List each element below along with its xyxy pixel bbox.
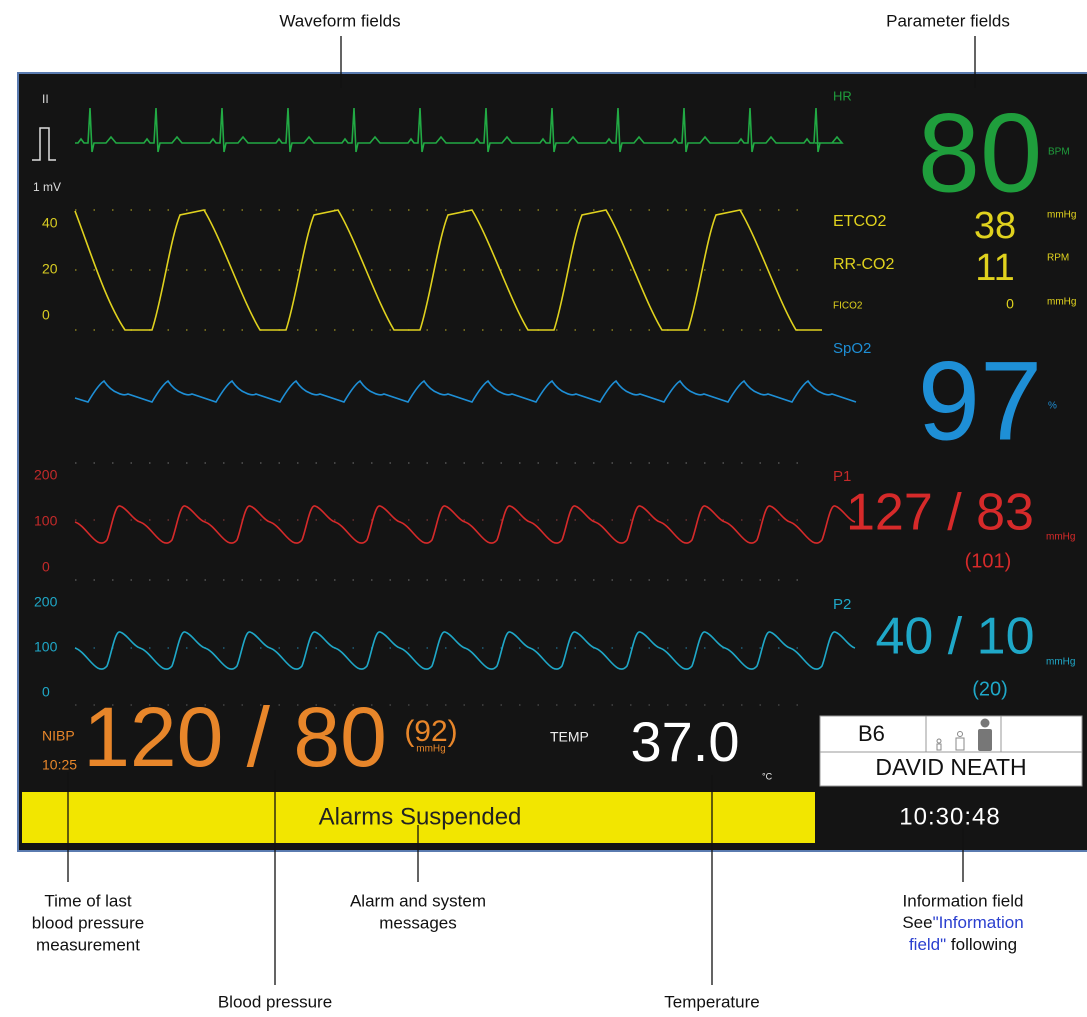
p2-label: P2 — [833, 596, 851, 613]
callout-label: Alarm and system — [350, 891, 486, 910]
fico2-label: FICO2 — [833, 301, 863, 312]
ecg-wave — [75, 107, 844, 153]
p1-label: P1 — [833, 468, 851, 485]
callout-label: Parameter fields — [886, 11, 1010, 30]
fico2-unit: mmHg — [1047, 297, 1076, 308]
p2-scale: 100 — [34, 639, 58, 655]
p2-scale: 0 — [42, 684, 50, 700]
callout-text: See — [902, 913, 932, 932]
rrco2-value: 11 — [975, 247, 1014, 289]
etco2-value: 38 — [974, 205, 1016, 247]
calibration-pulse — [32, 127, 56, 161]
callout-label: blood pressure — [32, 913, 144, 932]
nibp-label: NIBP — [42, 728, 75, 744]
temp-unit: °C — [762, 771, 773, 781]
callout-label: See"Information — [902, 913, 1023, 932]
callout-label: Information field — [903, 891, 1024, 910]
spo2-unit: % — [1048, 401, 1057, 412]
clock: 10:30:48 — [899, 803, 1000, 830]
etco2-unit: mmHg — [1047, 210, 1076, 221]
nibp-mean: (92) — [404, 715, 457, 748]
spo2-wave — [74, 379, 857, 403]
link[interactable]: "Information — [933, 913, 1024, 932]
ecg-lead: II — [42, 92, 49, 106]
callouts: Waveform fields Parameter fields Time of… — [32, 11, 1024, 1011]
patient-type-icons — [936, 731, 965, 751]
p2-wave — [74, 631, 856, 670]
callout-label: messages — [379, 913, 456, 932]
co2-wave — [74, 209, 822, 331]
co2-scale: 0 — [42, 307, 50, 323]
p1-scale: 200 — [34, 467, 58, 483]
rrco2-label: RR-CO2 — [833, 256, 894, 273]
link[interactable]: field" — [909, 935, 946, 954]
p2-scale: 200 — [34, 594, 58, 610]
temp-value: 37.0 — [631, 710, 740, 773]
etco2-label: ETCO2 — [833, 213, 886, 230]
callout-label: field" following — [909, 935, 1017, 954]
parameter-fields: HR 80 BPM ETCO2 38 mmHg RR-CO2 11 RPM FI… — [833, 88, 1076, 700]
fico2-value: 0 — [1006, 296, 1014, 312]
co2-scale: 40 — [42, 215, 58, 231]
waveforms — [74, 107, 857, 706]
temp-label: TEMP — [550, 729, 589, 745]
adult-icon — [978, 718, 992, 751]
callout-label: measurement — [36, 935, 140, 954]
callout-label: Time of last — [44, 891, 132, 910]
hr-unit: BPM — [1048, 147, 1070, 158]
alarm-message: Alarms Suspended — [319, 803, 522, 830]
spo2-label: SpO2 — [833, 340, 871, 357]
p1-scale: 0 — [42, 559, 50, 575]
p1-unit: mmHg — [1046, 532, 1075, 543]
p2-mean: (20) — [972, 678, 1008, 700]
bed-id: B6 — [858, 721, 885, 746]
callout-text: following — [946, 935, 1017, 954]
p1-wave — [74, 505, 856, 544]
patient-name: DAVID NEATH — [875, 754, 1026, 780]
co2-scale: 20 — [42, 261, 58, 277]
spo2-value: 97 — [918, 339, 1043, 464]
p1-mean: (101) — [965, 550, 1012, 572]
callout-label: Blood pressure — [218, 992, 332, 1011]
callout-label: Waveform fields — [279, 11, 400, 30]
nibp-value: 120 / 80 — [83, 690, 387, 784]
hr-value: 80 — [918, 91, 1043, 216]
p1-value: 127 / 83 — [846, 484, 1034, 542]
nibp-time: 10:25 — [42, 757, 77, 773]
p2-unit: mmHg — [1046, 657, 1075, 668]
rrco2-unit: RPM — [1047, 253, 1069, 264]
hr-label: HR — [833, 88, 852, 103]
p1-scale: 100 — [34, 513, 58, 529]
ecg-scale: 1 mV — [33, 180, 61, 194]
nibp-unit: mmHg — [416, 744, 445, 755]
callout-label: Temperature — [664, 992, 759, 1011]
p2-value: 40 / 10 — [875, 608, 1034, 666]
